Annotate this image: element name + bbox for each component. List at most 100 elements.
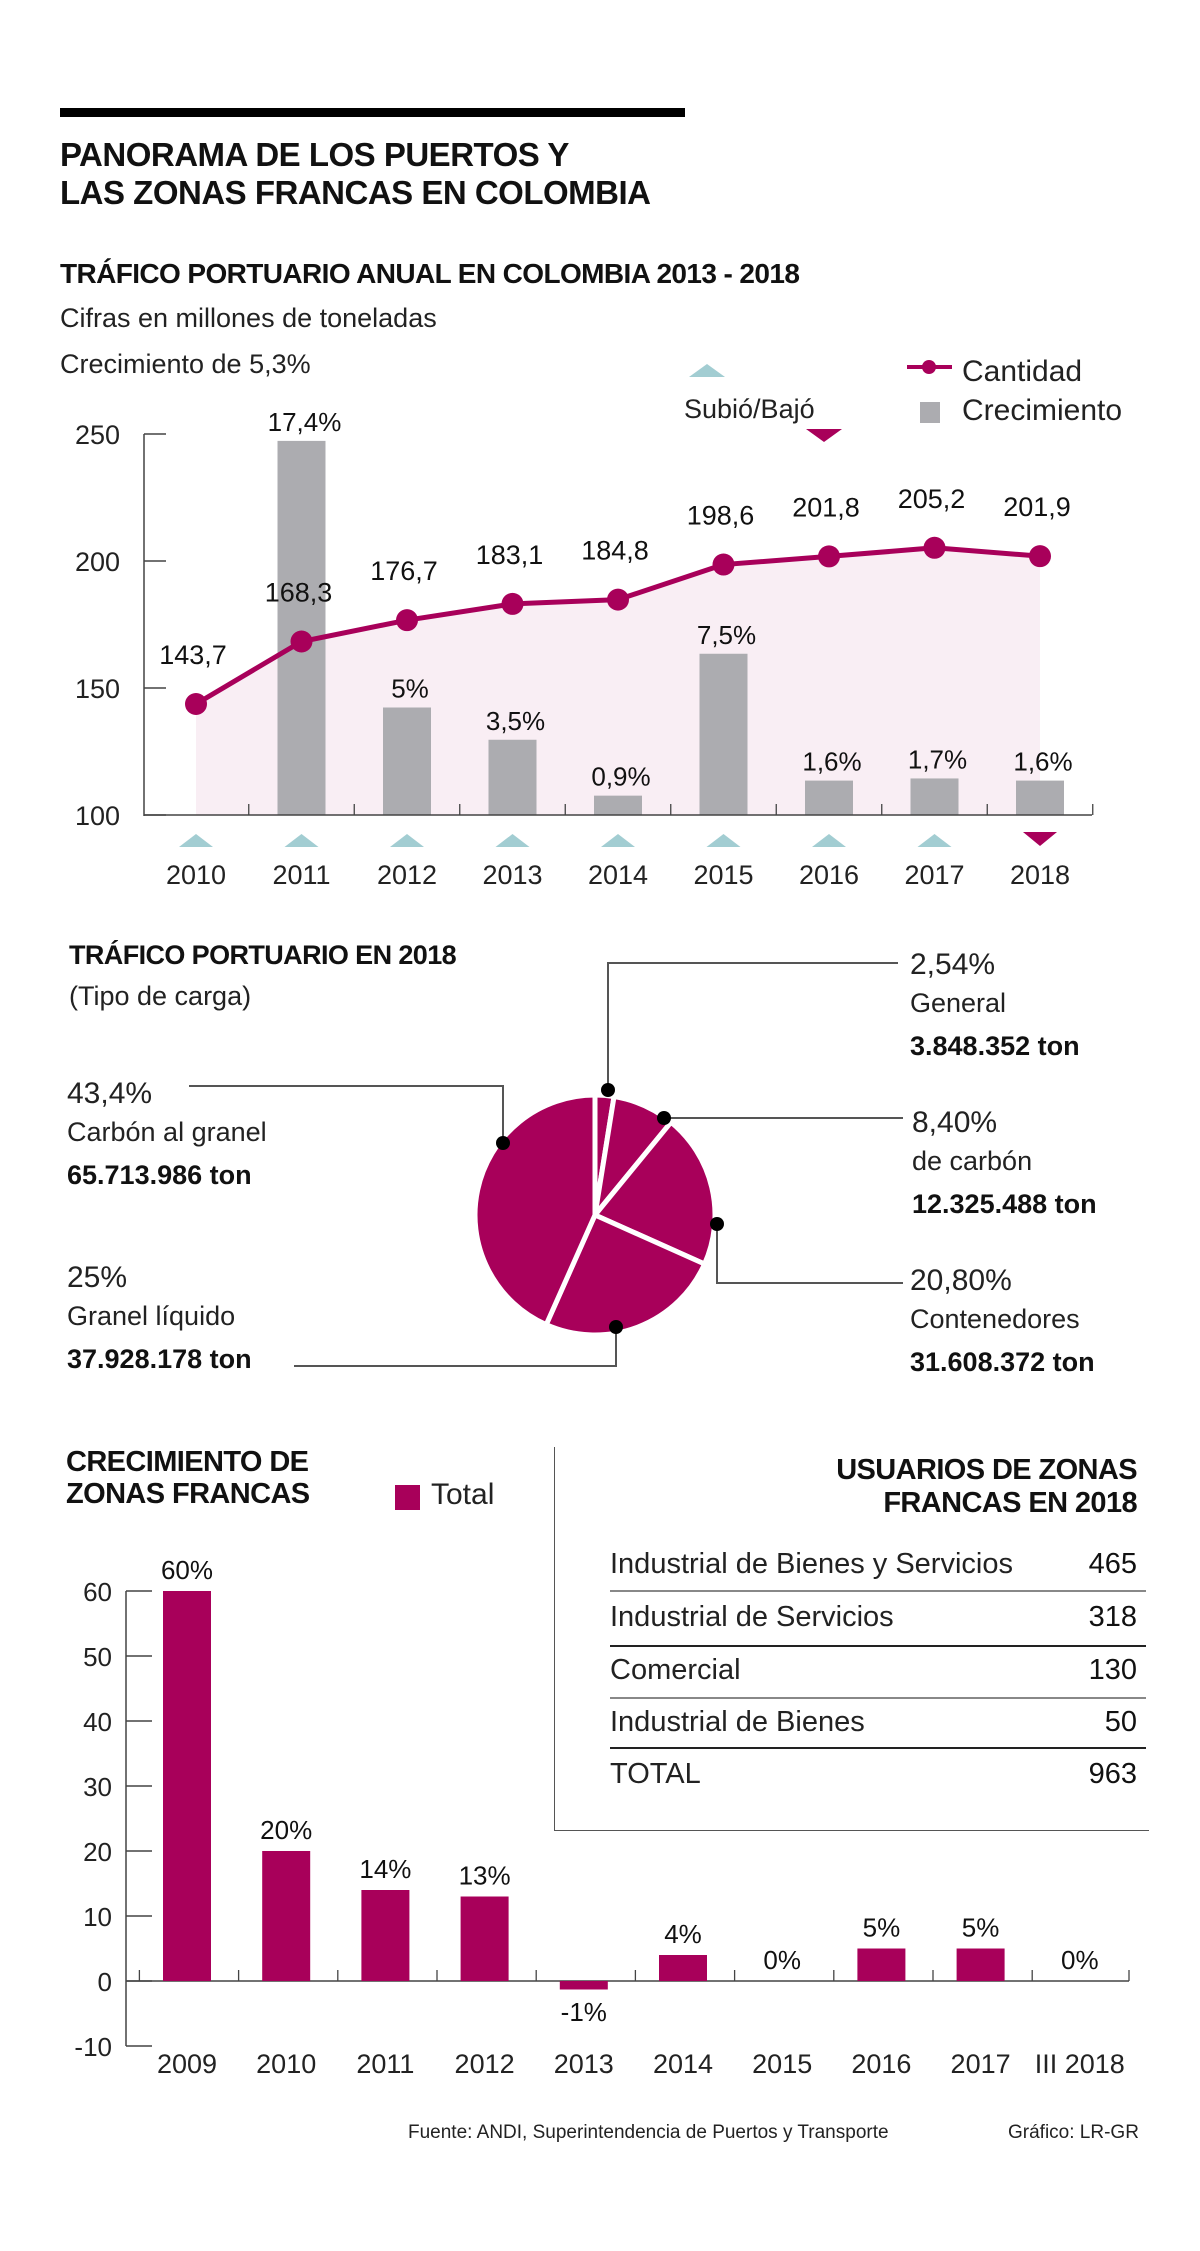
growth-bar-label: 14% xyxy=(359,1854,411,1884)
growth-bar-label: 1,6% xyxy=(802,747,861,777)
x-tick-label: 2016 xyxy=(799,860,859,890)
table-row-label: Industrial de Bienes xyxy=(610,1706,865,1738)
table-total-row: TOTAL 963 xyxy=(610,1750,1137,1800)
table-separator xyxy=(610,1590,1146,1592)
growth-bar xyxy=(277,440,326,815)
quantity-label: 168,3 xyxy=(265,578,333,608)
pie-carbon-granel-name: Carbón al granel xyxy=(67,1117,267,1147)
quantity-point xyxy=(396,609,418,632)
x-tick-label: 2017 xyxy=(951,2049,1011,2079)
quantity-label: 143,7 xyxy=(159,640,227,670)
quantity-point xyxy=(712,553,735,576)
quantity-label: 176,7 xyxy=(370,556,438,586)
table-row-value: 50 xyxy=(1104,1706,1137,1738)
up-arrow-icon xyxy=(284,834,319,847)
up-arrow-icon xyxy=(179,834,213,847)
table-separator xyxy=(610,1697,1146,1699)
x-tick-label: 2010 xyxy=(256,2049,316,2079)
y-tick-label: 200 xyxy=(75,547,120,577)
table-row-label: Industrial de Servicios xyxy=(610,1601,894,1633)
up-arrow-icon xyxy=(601,834,635,847)
growth-bar xyxy=(805,780,853,815)
leader-line-granel-liquido xyxy=(294,1327,617,1367)
pie-contenedores-tons: 31.608.372 ton xyxy=(910,1347,1095,1377)
x-tick-label: 2014 xyxy=(653,2049,713,2079)
table-row: Industrial de Servicios 318 xyxy=(610,1593,1137,1643)
quantity-label: 201,8 xyxy=(792,492,860,522)
up-arrow-icon xyxy=(812,834,846,847)
growth-bar-label: 60% xyxy=(161,1555,213,1585)
y-tick-label: 40 xyxy=(83,1707,112,1737)
pie-label-general: 2,54% General 3.848.352 ton xyxy=(910,948,1080,1062)
growth-bar xyxy=(383,707,431,815)
legend-square-icon xyxy=(920,402,940,423)
section3-title-line2: ZONAS FRANCAS xyxy=(66,1478,310,1510)
pie-carbon-tons: 12.325.488 ton xyxy=(912,1189,1097,1219)
quantity-label: 183,1 xyxy=(476,540,544,570)
legend-crecimiento-label: Crecimiento xyxy=(962,394,1123,427)
quantity-point xyxy=(501,592,524,615)
growth-bar-label: 5% xyxy=(391,674,429,704)
cargo-pie-chart xyxy=(189,962,903,1367)
growth-bar xyxy=(1016,780,1064,815)
growth-bar xyxy=(857,1948,906,1981)
main-title-line2: LAS ZONAS FRANCAS EN COLOMBIA xyxy=(60,174,651,211)
quantity-point xyxy=(185,693,207,716)
pie-carbon-granel-percent: 43,4% xyxy=(67,1077,153,1110)
x-tick-label: 2013 xyxy=(554,2049,614,2079)
leader-line-general xyxy=(607,962,898,1090)
growth-bar-label: -1% xyxy=(561,1997,607,2027)
table-title-line1: USUARIOS DE ZONAS xyxy=(836,1454,1137,1486)
leader-line-contenedores xyxy=(716,1224,903,1284)
table-title-line2: FRANCAS EN 2018 xyxy=(883,1487,1137,1519)
leader-line-carbon-granel xyxy=(189,1085,504,1143)
quantity-label: 198,6 xyxy=(687,501,755,531)
growth-bar xyxy=(910,778,959,815)
pie-label-granel-liquido: 25% Granel líquido 37.928.178 ton xyxy=(67,1261,252,1375)
section3-title-line1: CRECIMIENTO DE xyxy=(66,1446,309,1478)
pie-carbon-name: de carbón xyxy=(912,1146,1033,1176)
pie-granel-liquido-tons: 37.928.178 ton xyxy=(67,1344,252,1374)
section1-title: TRÁFICO PORTUARIO ANUAL EN COLOMBIA 2013… xyxy=(60,258,800,289)
growth-bar-label: 3,5% xyxy=(486,706,545,736)
growth-bar-label: 1,6% xyxy=(1013,747,1072,777)
pie-slice xyxy=(592,1119,718,1267)
footer-source: Fuente: ANDI, Superintendencia de Puerto… xyxy=(408,2122,889,2143)
growth-bar xyxy=(488,739,537,815)
x-tick-label: 2009 xyxy=(157,2049,217,2079)
pie-slice xyxy=(543,1212,708,1338)
footer-credit: Gráfico: LR-GR xyxy=(1008,2122,1139,2143)
x-tick-label: 2017 xyxy=(904,860,964,890)
y-tick-label: 100 xyxy=(75,801,120,831)
y-tick-label: 250 xyxy=(75,420,120,450)
port-traffic-chart: 17,4% 5% 3,5% 0,9% 7,5% 1,6% 1,7% 1,6% 100 150 200… xyxy=(75,407,1094,890)
growth-bar-label: 4% xyxy=(664,1919,702,1949)
legend-cantidad-label: Cantidad xyxy=(962,355,1083,388)
pie-label-contenedores: 20,80% Contenedores 31.608.372 ton xyxy=(910,1264,1095,1378)
x-tick-label: 2014 xyxy=(588,860,648,890)
table-separator xyxy=(610,1645,1146,1647)
quantity-label: 201,9 xyxy=(1003,492,1071,522)
legend-total-swatch-icon xyxy=(395,1485,420,1510)
table-row-label: Industrial de Bienes y Servicios xyxy=(610,1548,1013,1580)
section3-title: CRECIMIENTO DE ZONAS FRANCAS xyxy=(66,1446,310,1510)
pie-general-name: General xyxy=(910,988,1007,1018)
y-tick-label: 150 xyxy=(75,674,120,704)
up-arrow-icon xyxy=(495,834,530,847)
pie-slice xyxy=(472,1092,598,1328)
x-tick-label: 2013 xyxy=(482,860,542,890)
growth-bar xyxy=(460,1896,509,1981)
table-frame-bottom xyxy=(554,1830,1149,1831)
y-tick-label: 0 xyxy=(98,1967,112,1997)
legend-arrows-label: Subió/Bajó xyxy=(684,394,815,424)
x-tick-label: 2011 xyxy=(356,2049,414,2079)
quantity-point xyxy=(818,545,840,568)
x-tick-label: 2010 xyxy=(166,860,226,890)
y-tick-label: 20 xyxy=(83,1837,112,1867)
pie-carbon-percent: 8,40% xyxy=(912,1106,998,1139)
pie-granel-liquido-percent: 25% xyxy=(67,1261,128,1294)
growth-bar xyxy=(659,1955,707,1981)
growth-bar-label: 20% xyxy=(260,1815,312,1845)
legend-dot-icon xyxy=(922,360,936,374)
pie-general-percent: 2,54% xyxy=(910,948,996,981)
